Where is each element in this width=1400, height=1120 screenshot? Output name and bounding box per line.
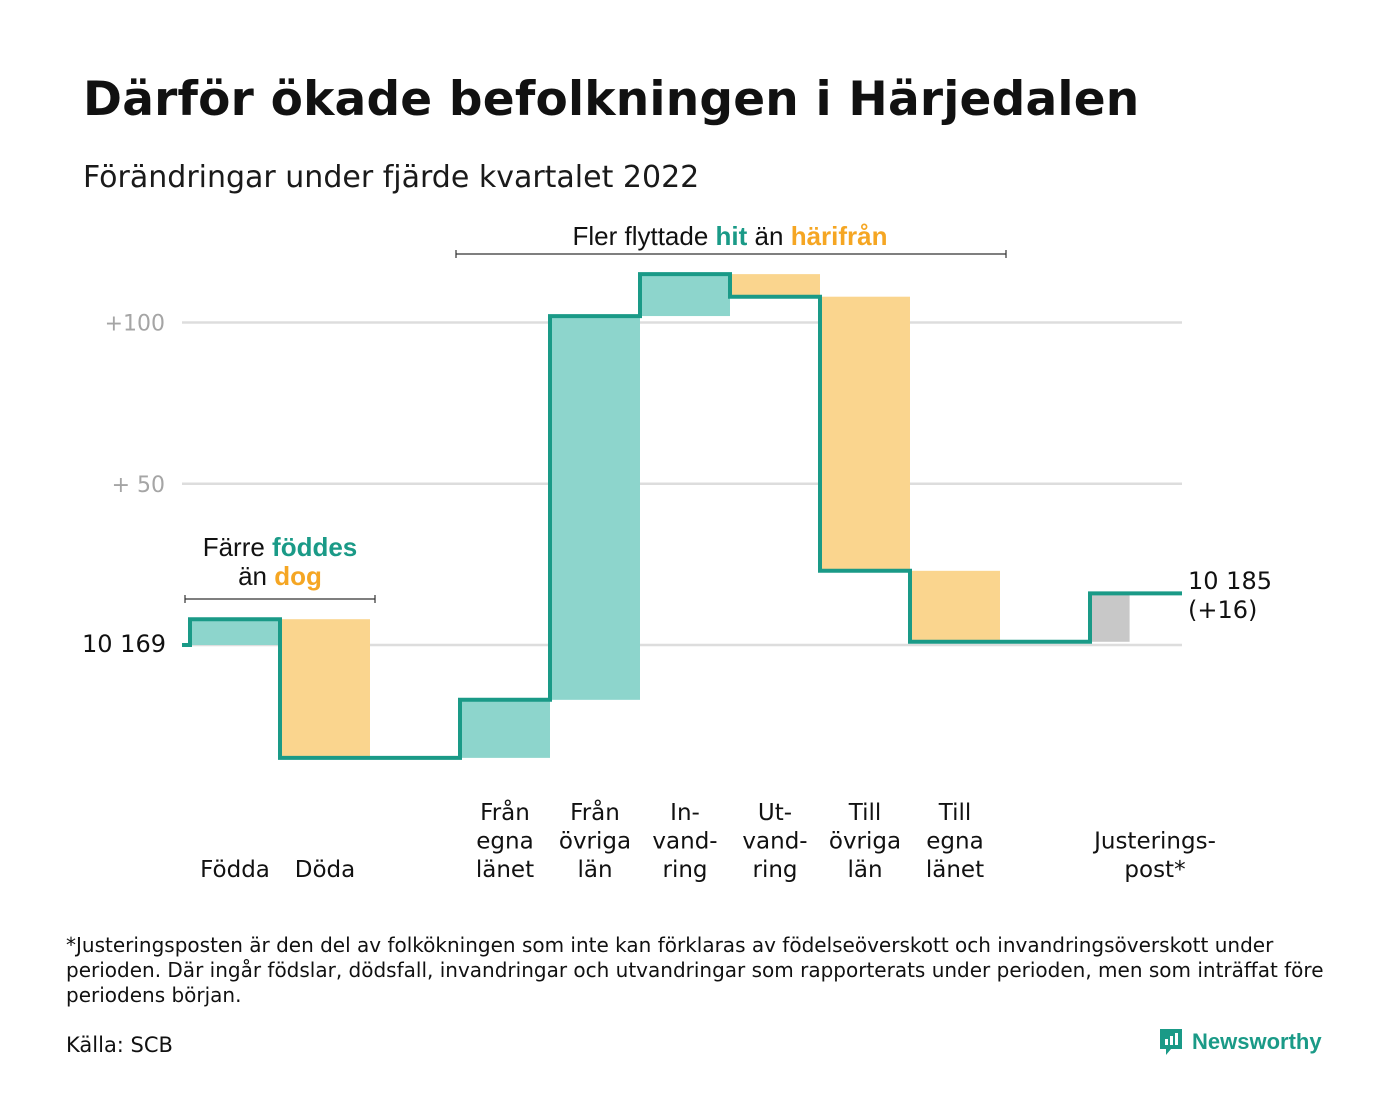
x-tick-label: länet [476,857,534,883]
grid-lines [182,321,1182,647]
x-tick-label: vand- [652,829,717,855]
bar-step [640,274,730,317]
x-tick-label: Från [570,798,620,826]
bar-step [190,619,280,645]
bar-step [910,570,1000,642]
bar-step [730,274,820,297]
x-tick-label: ring [662,857,707,883]
source-label: Källa: SCB [66,1033,173,1057]
bar-step [1090,593,1130,642]
footnote: *Justeringsposten är den del av folkökni… [66,933,1324,1007]
x-tick-label: In- [670,800,700,826]
annotation-births-deaths-line1: Färre föddes [203,532,358,562]
bar-step [820,296,910,571]
x-tick-label: Till [848,800,882,826]
bar-step [460,699,550,758]
x-tick-label: län [577,857,612,883]
x-tick-label: övriga [829,829,901,855]
newsworthy-logo-icon [1160,1029,1182,1055]
x-tick-label: egna [926,829,983,855]
bars [190,274,1130,758]
annotation-highlight-teal: hit [716,221,748,251]
y-tick-label: + 50 [112,473,165,498]
x-tick-label: Döda [295,857,355,883]
x-tick-label: post* [1124,857,1185,883]
chart-subtitle: Förändringar under fjärde kvartalet 2022 [83,160,700,195]
end-change-label: (+16) [1188,596,1257,624]
annotation-highlight-orange: dog [274,561,322,591]
annotation-highlight-orange: härifrån [791,221,888,251]
annotation-highlight-teal: föddes [272,532,357,562]
x-tick-label: länet [926,857,984,883]
annotation-text: Fler flyttade [572,221,715,251]
start-value-label: 10 169 [82,630,166,658]
x-axis-labels: Födda DödaFrånegnalänetFrånövrigalänIn-va… [200,798,1216,883]
bar-step [550,316,640,700]
x-tick-label: Ut- [758,800,792,826]
brand-name: Newsworthy [1192,1029,1322,1054]
y-tick-label: +100 [105,312,165,337]
annotation-migration: Fler flyttade hit än härifrån [572,221,887,251]
bar-step [280,619,370,758]
annotation-text: Färre [203,532,272,562]
chart-title: Därför ökade befolkningen i Härjedalen [83,72,1140,127]
x-tick-label: Från [480,798,530,826]
y-axis-ticks: + 50 +100 [105,312,165,498]
x-tick-label: egna [476,829,533,855]
x-tick-label: Till [938,800,972,826]
running-total-path [182,272,1182,760]
end-value-label: 10 185 [1188,567,1272,595]
annotation-text: än [238,561,274,591]
x-tick-label: ring [752,857,797,883]
x-tick-label: vand- [742,829,807,855]
x-tick-label: Födda [200,857,270,883]
waterfall-chart: + 50+100 Födda DödaFrånegnalänetFrånövrig… [82,221,1272,883]
x-tick-label: Justerings- [1092,829,1216,855]
annotation-text: än [747,221,790,251]
running-total-line [182,272,1182,760]
brand[interactable]: Newsworthy [1158,1027,1322,1057]
x-tick-label: övriga [559,829,631,855]
x-tick-label: län [847,857,882,883]
annotation-births-deaths-line2: än dog [238,561,322,591]
